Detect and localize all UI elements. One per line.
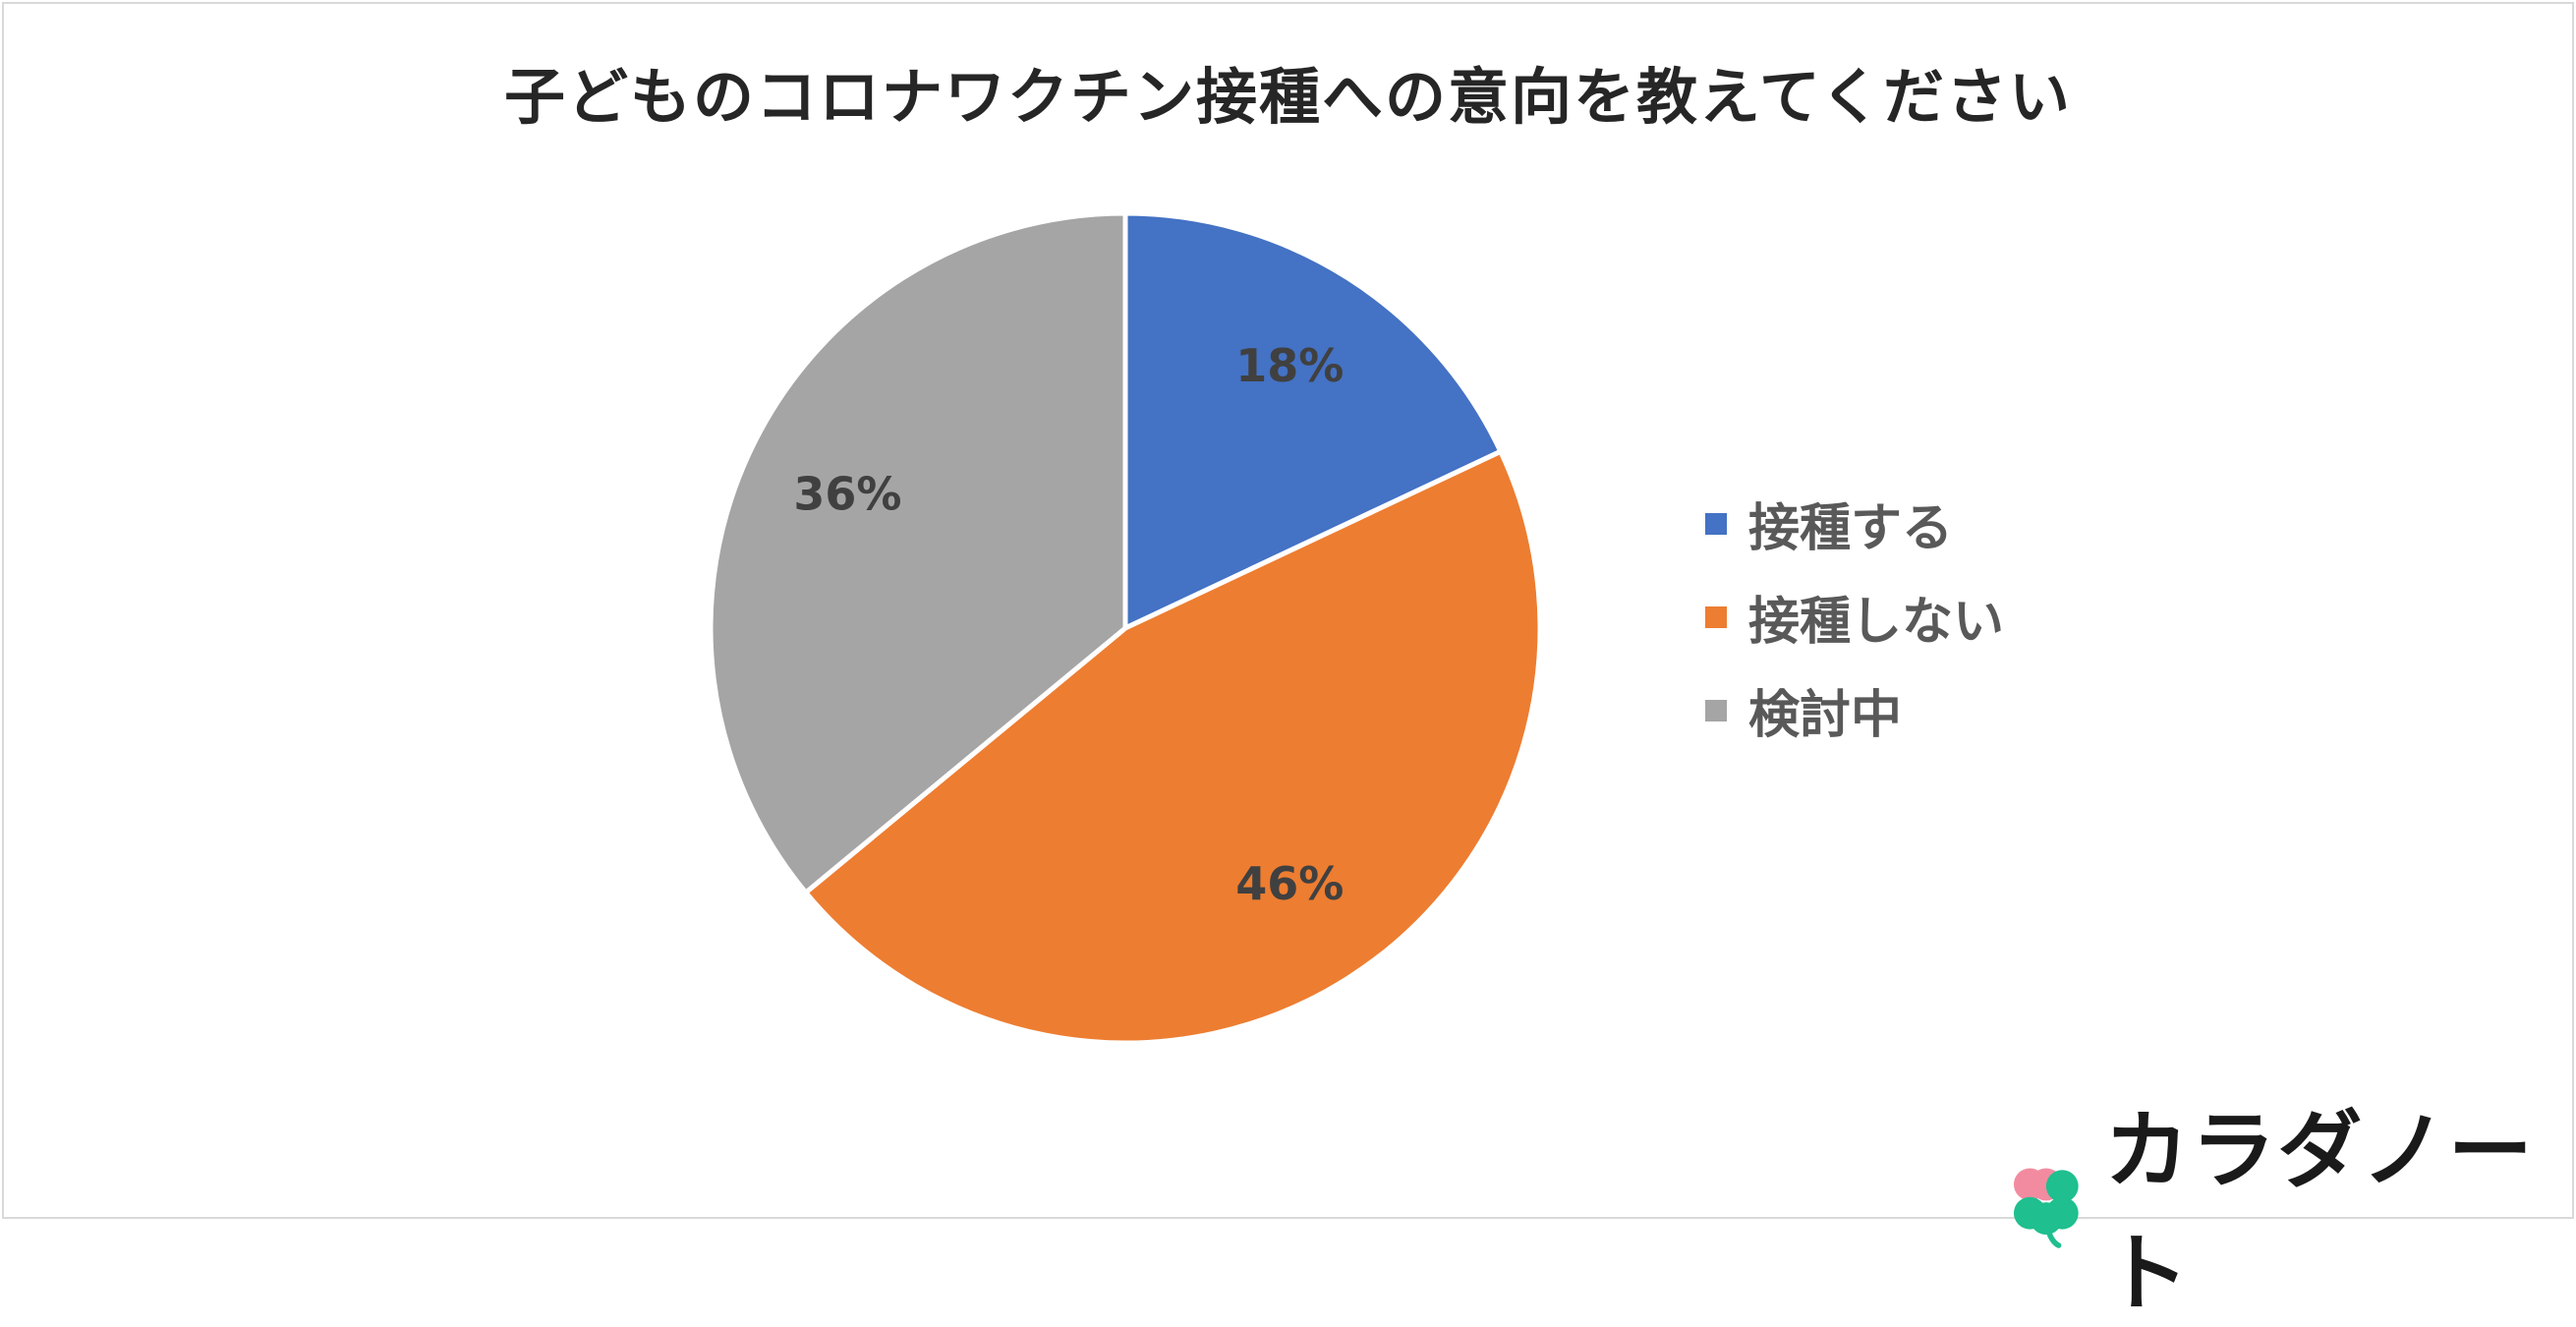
brand-logo: カラダノート [2003,1081,2576,1327]
legend-label: 検討中 [1748,686,1903,745]
legend-label: 接種する [1748,499,1954,558]
pie-slice [802,447,1543,1046]
legend-item: 接種しない [1705,570,2004,664]
legend-swatch [1705,699,1727,721]
pie-chart: 18% 46% 36% [708,210,1543,1046]
brand-name: カラダノート [2104,1102,2535,1323]
pie-slice [708,210,1128,896]
four-leaf-clover-icon [2013,1168,2079,1248]
legend: 接種する 接種しない 検討中 [1705,477,2004,757]
legend-item: 検討中 [1705,664,2004,757]
legend-swatch [1705,606,1727,628]
legend-swatch [1705,512,1727,535]
pie-slice [1122,210,1505,632]
data-label: 46% [1235,857,1344,910]
data-label: 36% [793,468,901,521]
data-label: 18% [1235,339,1344,392]
legend-item: 接種する [1705,477,2004,570]
chart-title: 子どものコロナワクチン接種への意向を教えてください [503,61,2073,133]
legend-label: 接種しない [1748,593,2005,652]
